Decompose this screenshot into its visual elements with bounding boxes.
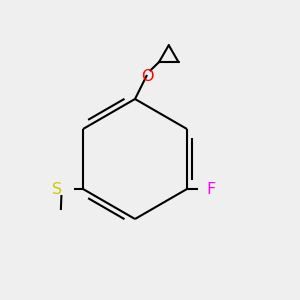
Text: S: S <box>52 182 62 196</box>
Text: O: O <box>141 69 153 84</box>
Text: F: F <box>206 182 216 196</box>
